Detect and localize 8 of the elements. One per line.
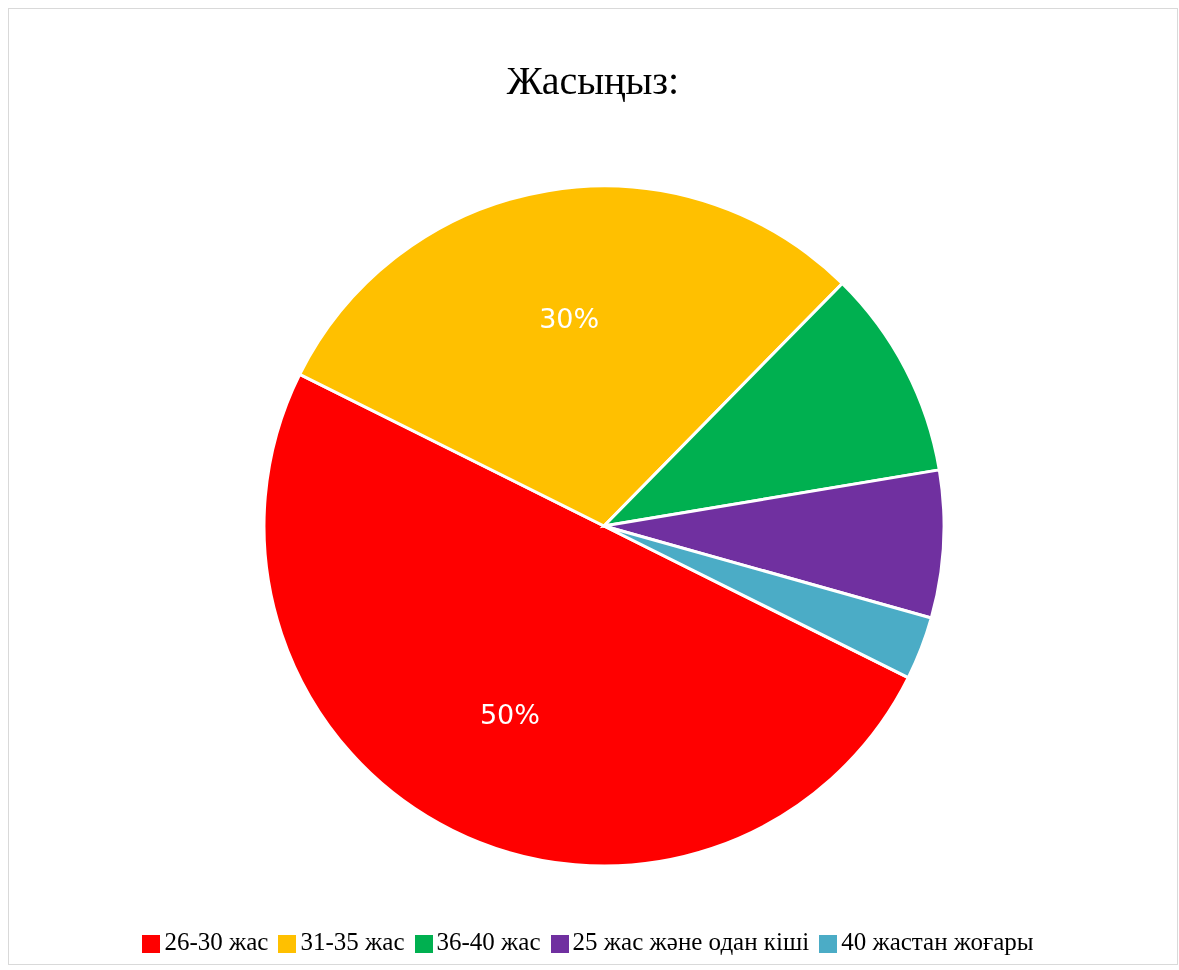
chart-title: Жасыңыз: [505, 57, 681, 104]
legend-label: 36-40 жас [436, 928, 541, 955]
legend-label: 26-30 жас [164, 928, 269, 955]
legend-label: 40 жастан жоғары [841, 928, 1034, 955]
legend-label: 31-35 жас [300, 928, 405, 955]
legend-label: 25 жас және одан кіші [572, 928, 810, 955]
data-label: 30% [539, 302, 600, 334]
data-label: 50% [479, 699, 540, 731]
